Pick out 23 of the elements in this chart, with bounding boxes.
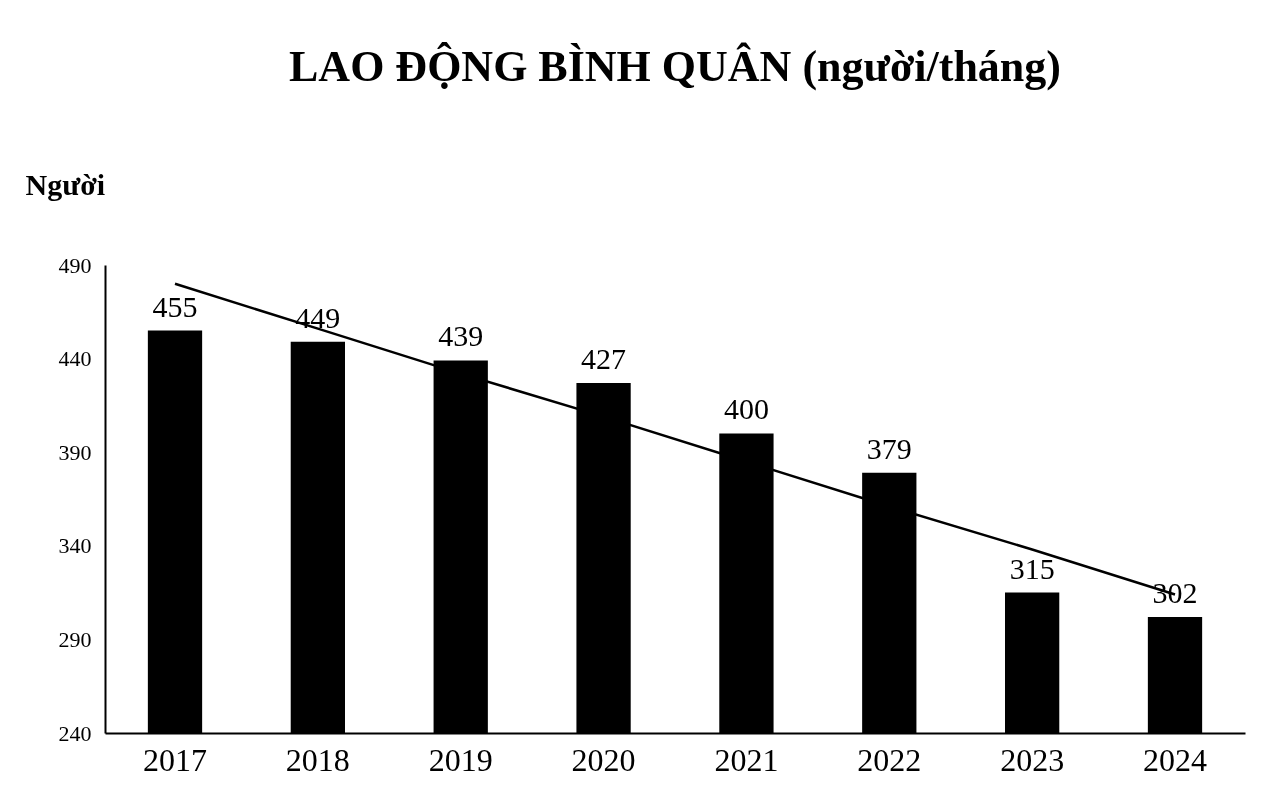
data-label: 455: [152, 289, 198, 323]
x-tick-label: 2022: [857, 741, 922, 778]
x-tick-label: 2019: [428, 741, 493, 778]
data-label: 439: [438, 319, 484, 353]
x-tick-label: 2021: [714, 741, 779, 778]
y-tick-label: 340: [58, 533, 92, 559]
y-tick-label: 490: [58, 252, 92, 278]
y-tick-label: 440: [58, 346, 92, 372]
y-tick-label: 290: [58, 626, 92, 652]
data-label: 400: [723, 392, 769, 426]
x-tick-label: 2017: [143, 741, 207, 778]
chart-title: LAO ĐỘNG BÌNH QUÂN (người/tháng): [289, 42, 1061, 91]
data-label: 315: [1009, 551, 1055, 585]
y-axis-title: Người: [25, 167, 106, 201]
x-tick-label: 2023: [1000, 741, 1065, 778]
data-label: 427: [581, 341, 627, 375]
x-tick-label: 2020: [571, 741, 636, 778]
y-tick-label: 240: [58, 720, 92, 746]
x-tick-label: 2024: [1143, 741, 1207, 778]
y-tick-label: 390: [58, 439, 92, 465]
data-label: 302: [1152, 575, 1198, 609]
data-label: 379: [866, 431, 912, 465]
x-tick-label: 2018: [285, 741, 350, 778]
